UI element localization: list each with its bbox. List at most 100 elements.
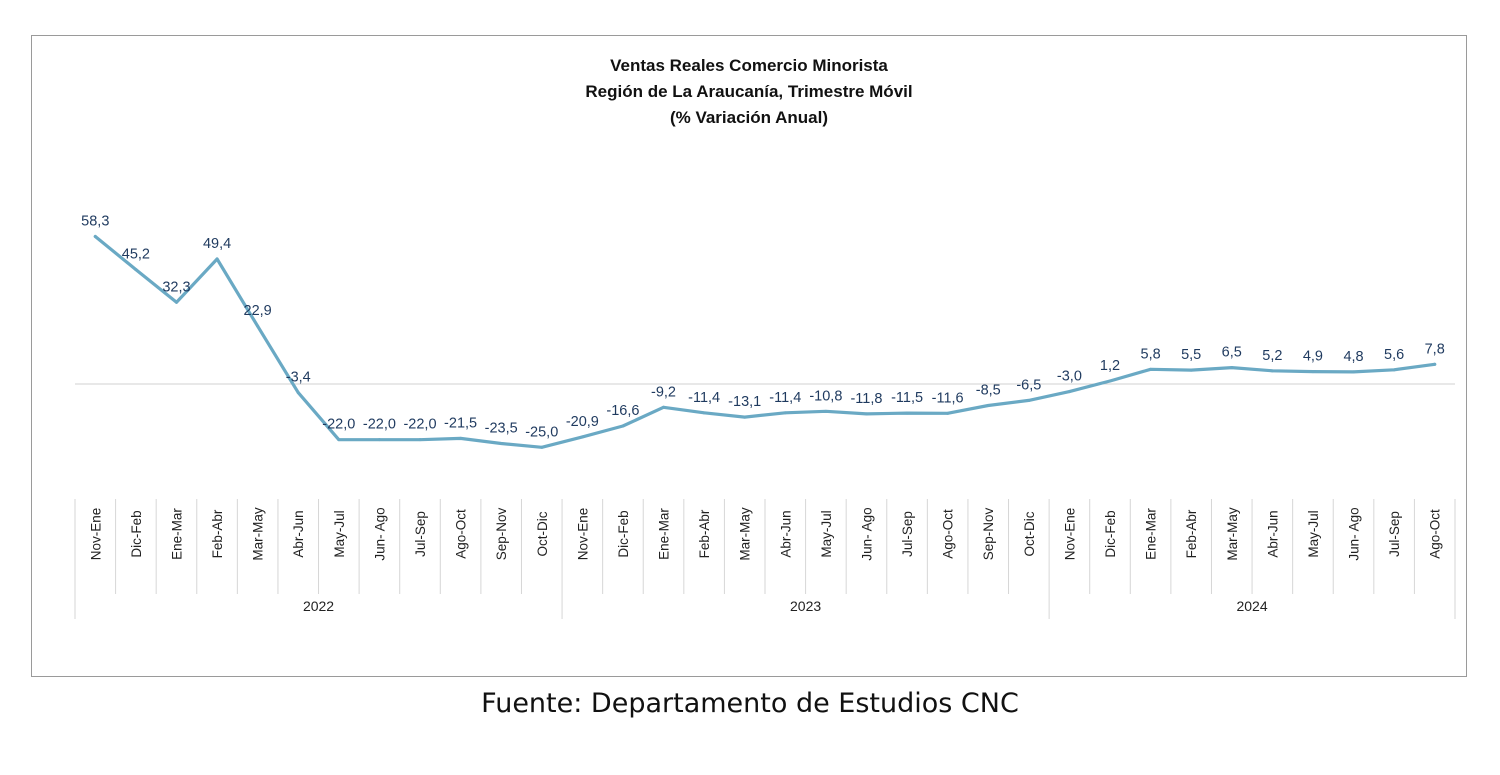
data-point bbox=[174, 300, 178, 304]
data-label: -10,8 bbox=[809, 388, 842, 404]
data-point bbox=[93, 235, 97, 239]
source-note: Fuente: Departamento de Estudios CNC bbox=[481, 688, 1019, 719]
data-point bbox=[1433, 362, 1437, 366]
data-label: 22,9 bbox=[244, 303, 272, 319]
data-label: -6,5 bbox=[1016, 377, 1041, 393]
category-tick-label: May-Jul bbox=[819, 510, 834, 557]
category-tick-label: Mar-May bbox=[1225, 507, 1240, 560]
category-tick-label: Ene-Mar bbox=[1144, 508, 1159, 560]
data-label: -11,4 bbox=[769, 390, 801, 406]
data-label: -25,0 bbox=[525, 424, 558, 440]
data-label: -22,0 bbox=[403, 417, 436, 433]
data-point bbox=[377, 438, 381, 442]
data-label: 5,5 bbox=[1181, 347, 1201, 363]
data-label: -20,9 bbox=[566, 414, 599, 430]
data-point bbox=[1067, 390, 1071, 394]
data-point bbox=[743, 415, 747, 419]
data-label: -3,4 bbox=[286, 370, 311, 386]
data-label: 6,5 bbox=[1222, 345, 1242, 361]
group-label: 2024 bbox=[1236, 598, 1267, 614]
data-point bbox=[540, 445, 544, 449]
data-point bbox=[1270, 369, 1274, 373]
category-tick-label: Oct-Dic bbox=[1022, 511, 1037, 556]
chart-title: Ventas Reales Comercio Minorista bbox=[610, 56, 888, 75]
data-point bbox=[621, 424, 625, 428]
category-tick-label: Abr-Jun bbox=[1265, 510, 1280, 557]
category-tick-label: Mar-May bbox=[251, 507, 266, 560]
category-tick-label: Feb-Abr bbox=[697, 509, 712, 558]
data-label: -13,1 bbox=[728, 394, 761, 410]
data-point bbox=[986, 404, 990, 408]
data-point bbox=[1311, 370, 1315, 374]
data-label: -11,6 bbox=[932, 390, 964, 406]
data-label: -8,5 bbox=[976, 383, 1001, 399]
data-label: 4,8 bbox=[1343, 349, 1363, 365]
category-tick-label: Feb-Abr bbox=[1184, 509, 1199, 558]
data-label: 32,3 bbox=[162, 279, 190, 295]
line-chart: Ventas Reales Comercio Minorista Región … bbox=[74, 56, 1456, 619]
data-point bbox=[418, 438, 422, 442]
data-point bbox=[459, 436, 463, 440]
data-point bbox=[1189, 368, 1193, 372]
data-label: 5,6 bbox=[1384, 347, 1404, 363]
category-tick-label: Feb-Abr bbox=[210, 509, 225, 558]
data-label: -23,5 bbox=[485, 420, 518, 436]
data-point bbox=[1230, 366, 1234, 370]
data-point bbox=[499, 441, 503, 445]
category-tick-label: Dic-Feb bbox=[1103, 510, 1118, 557]
category-tick-label: Sep-Nov bbox=[494, 507, 509, 560]
category-tick-label: Ene-Mar bbox=[169, 508, 184, 560]
category-tick-label: Nov-Ene bbox=[88, 508, 103, 561]
data-point bbox=[662, 405, 666, 409]
data-label: -11,4 bbox=[688, 390, 720, 406]
category-tick-label: Ago-Oct bbox=[1428, 509, 1443, 559]
data-point bbox=[1392, 368, 1396, 372]
data-label: -16,6 bbox=[606, 403, 639, 419]
data-label: -22,0 bbox=[322, 417, 355, 433]
chart-subtitle-units: (% Variación Anual) bbox=[670, 108, 828, 127]
category-tick-label: Nov-Ene bbox=[575, 508, 590, 561]
data-label: -3,0 bbox=[1057, 369, 1082, 385]
data-point bbox=[1352, 370, 1356, 374]
category-tick-label: Mar-May bbox=[738, 507, 753, 560]
data-point bbox=[946, 411, 950, 415]
data-point bbox=[215, 257, 219, 261]
chart-frame: Ventas Reales Comercio Minorista Región … bbox=[31, 35, 1467, 677]
data-point bbox=[296, 391, 300, 395]
data-point bbox=[702, 411, 706, 415]
category-tick-label: Ago-Oct bbox=[941, 509, 956, 559]
data-label: 1,2 bbox=[1100, 358, 1120, 374]
category-tick-label: Dic-Feb bbox=[616, 510, 631, 557]
category-tick-label: Abr-Jun bbox=[291, 510, 306, 557]
data-label: -9,2 bbox=[651, 384, 676, 400]
category-tick-label: Oct-Dic bbox=[535, 511, 550, 556]
data-point bbox=[1108, 379, 1112, 383]
group-label: 2022 bbox=[303, 598, 334, 614]
data-label: 49,4 bbox=[203, 236, 231, 252]
group-label: 2023 bbox=[790, 598, 821, 614]
category-tick-label: Jun- Ago bbox=[859, 507, 874, 560]
data-point bbox=[134, 268, 138, 272]
category-tick-label: May-Jul bbox=[1306, 510, 1321, 557]
chart-subtitle: Región de La Araucanía, Trimestre Móvil bbox=[585, 82, 912, 101]
data-point bbox=[1149, 367, 1153, 371]
category-tick-label: Abr-Jun bbox=[778, 510, 793, 557]
chart-title-block: Ventas Reales Comercio Minorista Región … bbox=[585, 56, 912, 127]
data-point bbox=[864, 412, 868, 416]
data-point bbox=[256, 324, 260, 328]
category-tick-label: Ago-Oct bbox=[454, 509, 469, 559]
data-label: 5,2 bbox=[1262, 348, 1282, 364]
data-label: 4,9 bbox=[1303, 349, 1323, 365]
data-label: 58,3 bbox=[81, 214, 109, 230]
data-label: 45,2 bbox=[122, 247, 150, 263]
data-label: -22,0 bbox=[363, 417, 396, 433]
category-tick-label: Dic-Feb bbox=[129, 510, 144, 557]
category-tick-label: Jul-Sep bbox=[900, 511, 915, 557]
category-tick-label: Sep-Nov bbox=[981, 507, 996, 560]
category-tick-label: Jul-Sep bbox=[413, 511, 428, 557]
data-point bbox=[824, 409, 828, 413]
data-label: 7,8 bbox=[1425, 341, 1445, 357]
category-tick-label: Nov-Ene bbox=[1062, 508, 1077, 561]
category-tick-label: Ene-Mar bbox=[657, 508, 672, 560]
category-tick-label: Jun- Ago bbox=[372, 507, 387, 560]
